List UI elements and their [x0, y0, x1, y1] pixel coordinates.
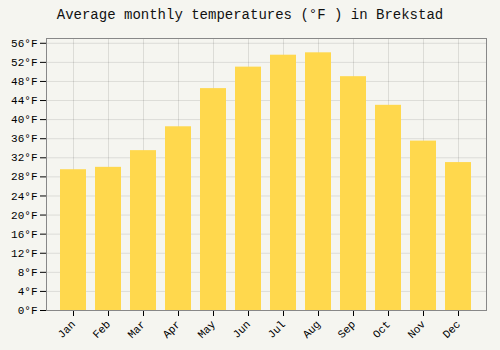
svg-text:52°F: 52°F [11, 57, 37, 69]
svg-text:Jun: Jun [231, 318, 253, 340]
svg-text:40°F: 40°F [11, 114, 37, 126]
html-text:Average monthly temperatures (: Average monthly temperatures (°F ) in Br… [56, 7, 444, 23]
svg-text:56°F: 56°F [11, 38, 37, 50]
svg-text:8°F: 8°F [18, 267, 38, 279]
svg-text:20°F: 20°F [11, 210, 37, 222]
svg-text:Mar: Mar [126, 318, 148, 340]
svg-text:24°F: 24°F [11, 190, 37, 202]
svg-text:4°F: 4°F [18, 286, 38, 298]
svg-text:Nov: Nov [406, 318, 429, 341]
svg-text:May: May [196, 318, 219, 341]
svg-text:0°F: 0°F [18, 305, 38, 317]
svg-text:28°F: 28°F [11, 171, 37, 183]
svg-text:Apr: Apr [161, 318, 183, 340]
svg-text:48°F: 48°F [11, 76, 37, 88]
svg-text:Jan: Jan [56, 318, 78, 340]
svg-text:44°F: 44°F [11, 95, 37, 107]
svg-text:Jul: Jul [266, 318, 288, 340]
svg-text:32°F: 32°F [11, 152, 37, 164]
svg-text:Sep: Sep [336, 318, 358, 340]
svg-text:16°F: 16°F [11, 229, 37, 241]
svg-text:36°F: 36°F [11, 133, 37, 145]
svg-text:Aug: Aug [301, 318, 323, 340]
svg-text:Dec: Dec [441, 318, 463, 340]
svg-text:12°F: 12°F [11, 248, 37, 260]
svg-text:Feb: Feb [91, 318, 113, 340]
svg-text:Oct: Oct [371, 318, 393, 340]
